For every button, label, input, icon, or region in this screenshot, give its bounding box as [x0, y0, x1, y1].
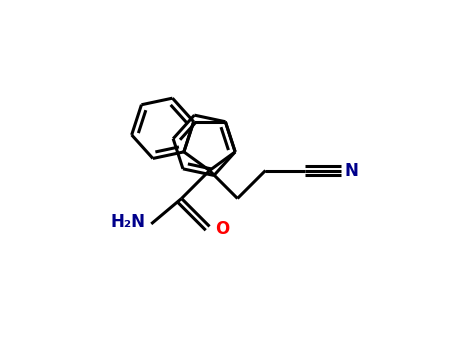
Text: N: N	[344, 161, 358, 180]
Text: O: O	[215, 220, 229, 238]
Text: H₂N: H₂N	[111, 213, 146, 231]
